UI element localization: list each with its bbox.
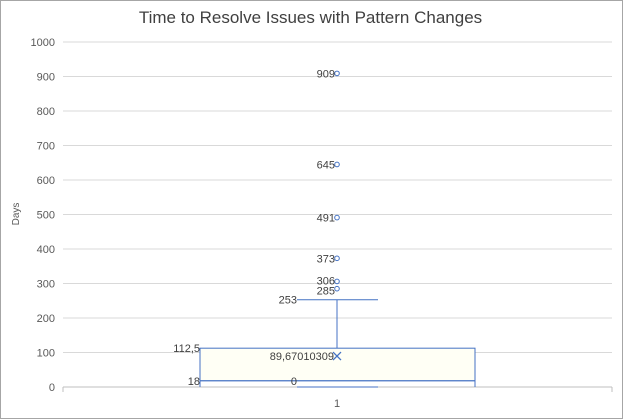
outlier-point xyxy=(334,161,340,168)
outlier-label: 373 xyxy=(317,253,335,265)
y-tick-label: 600 xyxy=(37,175,55,187)
y-tick-label: 400 xyxy=(37,244,55,256)
y-tick-label: 900 xyxy=(37,72,55,84)
mean-marker xyxy=(332,351,342,361)
chart-title: Time to Resolve Issues with Pattern Chan… xyxy=(138,8,483,27)
y-tick-label: 700 xyxy=(37,141,55,153)
y-axis-ticks: 0 100 200 300 400 500 600 700 800 900 1000 xyxy=(31,37,55,394)
mean-label: 89,67010309 xyxy=(270,351,334,363)
q3-label: 112,5 xyxy=(173,343,200,355)
min-label: 0 xyxy=(291,376,297,388)
y-tick-label: 200 xyxy=(37,313,55,325)
outlier-point xyxy=(334,285,340,292)
max-label: 253 xyxy=(279,295,297,307)
outlier-points xyxy=(334,70,340,292)
outlier-point xyxy=(334,255,340,262)
outlier-label: 909 xyxy=(317,68,335,80)
y-tick-label: 300 xyxy=(37,279,55,291)
y-axis-title: Days xyxy=(11,203,22,226)
outlier-label: 645 xyxy=(317,159,335,171)
y-tick-label: 0 xyxy=(49,382,55,394)
gridlines xyxy=(62,41,613,392)
y-tick-label: 800 xyxy=(37,106,55,118)
y-tick-label: 500 xyxy=(37,210,55,222)
q1-label: 18 xyxy=(188,376,200,388)
outlier-label: 306 xyxy=(317,275,335,287)
outlier-point xyxy=(334,278,340,285)
y-tick-label: 100 xyxy=(37,348,55,360)
outlier-point xyxy=(334,70,340,77)
outlier-label: 491 xyxy=(317,213,335,225)
outlier-label: 285 xyxy=(317,286,335,298)
box-iqr xyxy=(199,347,476,382)
box-series xyxy=(199,299,476,388)
outlier-point xyxy=(334,214,340,221)
y-tick-label: 1000 xyxy=(31,37,55,49)
x-axis-category-label: 1 xyxy=(334,398,340,410)
